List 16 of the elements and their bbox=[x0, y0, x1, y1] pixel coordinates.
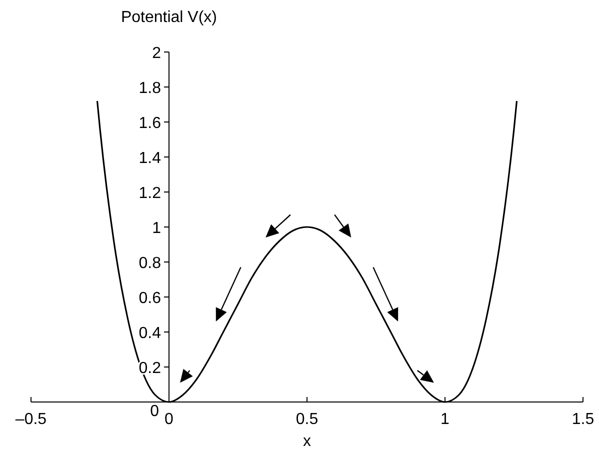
y-tick-label: 1.6 bbox=[138, 115, 162, 132]
y-tick-label: 1.4 bbox=[138, 150, 162, 167]
x-tick-label: –0.5 bbox=[15, 411, 47, 428]
y-tick-label: 0.4 bbox=[138, 325, 162, 342]
y-tick-label: 1.2 bbox=[138, 185, 162, 202]
y-axis-title: Potential V(x) bbox=[120, 9, 218, 26]
x-tick-label: 1 bbox=[440, 411, 450, 428]
x-tick-label: 0.5 bbox=[296, 411, 318, 428]
x-tick-label: 1.5 bbox=[572, 411, 594, 428]
y-tick-label: 0.6 bbox=[138, 290, 162, 307]
y-tick-label: 0.8 bbox=[138, 255, 162, 272]
y-tick-label: 2 bbox=[152, 45, 162, 62]
x-axis-title: x bbox=[303, 433, 311, 450]
y-tick-label: 1 bbox=[152, 220, 162, 237]
x-tick-label: 0 bbox=[164, 411, 174, 428]
y-tick-label: 1.8 bbox=[138, 80, 162, 97]
